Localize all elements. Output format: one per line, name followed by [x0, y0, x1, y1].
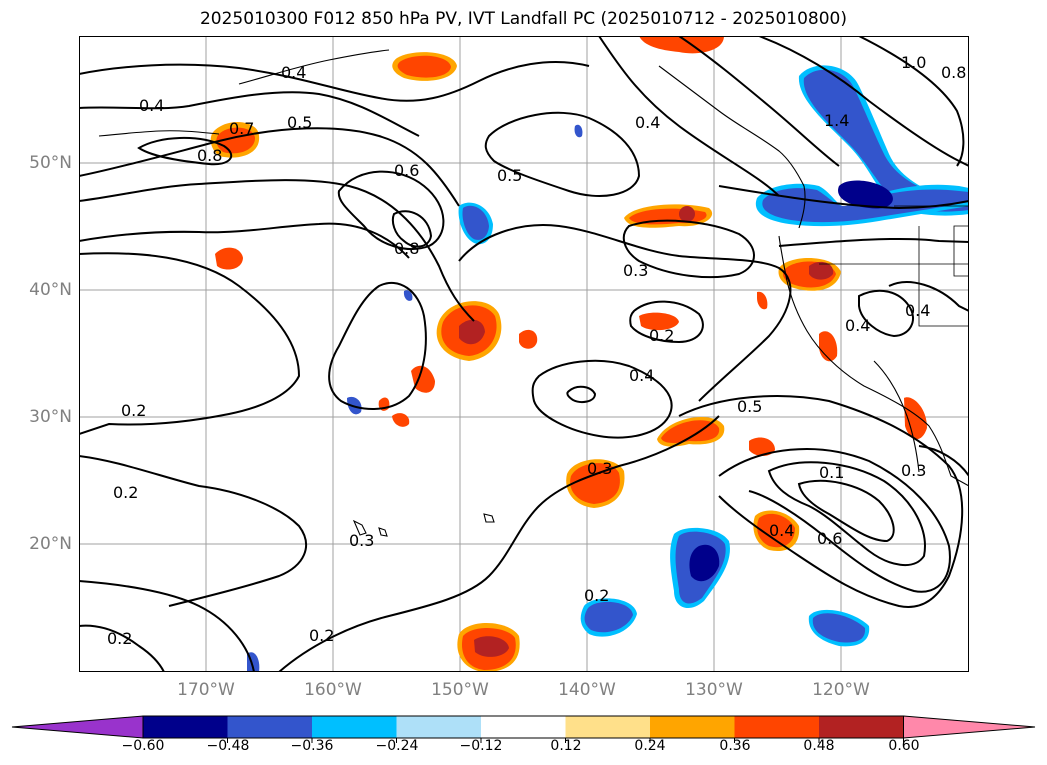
lon-label: 160°W [304, 680, 362, 700]
anomaly-blob [749, 437, 775, 456]
contour-label: 0.6 [817, 529, 842, 548]
contour-label: 1.4 [824, 111, 849, 130]
colorbar-tick-label: 0.48 [803, 738, 835, 754]
pv-contours [79, 36, 969, 672]
contour-label: 0.7 [229, 119, 254, 138]
colorbar-segments [11, 715, 1036, 743]
contour-label: 0.3 [587, 459, 612, 478]
colorbar-extend-low [11, 715, 144, 739]
contour-label: 0.8 [394, 239, 419, 258]
contour-label: 0.5 [497, 166, 522, 185]
lon-label: 120°W [812, 680, 870, 700]
contour-label: 0.3 [623, 261, 648, 280]
lon-label: 130°W [685, 680, 743, 700]
lat-label: 30°N [29, 407, 72, 427]
colorbar-segment [312, 716, 397, 738]
anomaly-blob [639, 36, 724, 54]
anomaly-blob [436, 301, 502, 361]
colorbar-tick-label: −0.48 [206, 738, 250, 754]
colorbar-segment [481, 716, 566, 738]
map-svg: 0.4 0.4 0.5 0.8 0.7 0.6 0.8 0.5 0.4 0.3 … [79, 36, 969, 672]
anomaly-blob [392, 413, 410, 427]
anomaly-blob [757, 291, 768, 310]
anomaly-blob [566, 459, 625, 508]
anomaly-blob [458, 202, 493, 245]
anomaly-blob [798, 65, 969, 216]
contour-label: 0.1 [819, 463, 844, 482]
contour-label: 0.2 [649, 326, 674, 345]
contour-label: 0.3 [901, 461, 926, 480]
contour-label: 0.2 [584, 586, 609, 605]
contour-label: 0.4 [769, 521, 794, 540]
anomaly-blob [519, 329, 538, 349]
contour-label: 0.4 [635, 113, 660, 132]
anomaly-blob [639, 312, 679, 331]
lon-label: 150°W [431, 680, 489, 700]
coastlines [98, 49, 969, 537]
contour-label: 0.8 [197, 146, 222, 165]
lon-label: 170°W [177, 680, 235, 700]
contour-label: 0.2 [121, 401, 146, 420]
contour-label: 0.8 [941, 63, 966, 82]
colorbar-tick-label: −0.60 [121, 738, 165, 754]
anomaly-blob [670, 527, 730, 609]
anomaly-blob [819, 331, 838, 362]
negative-pv-anomalies [247, 65, 969, 672]
anomaly-blob [411, 365, 435, 393]
map-panel[interactable]: 0.4 0.4 0.5 0.8 0.7 0.6 0.8 0.5 0.4 0.3 … [79, 36, 969, 672]
colorbar [11, 715, 1036, 743]
colorbar-segment [227, 716, 313, 738]
colorbar-tick-label: −0.12 [459, 738, 503, 754]
lat-label: 50°N [29, 153, 72, 173]
contour-label: 0.2 [113, 483, 138, 502]
map-border [79, 36, 969, 672]
colorbar-tick-label: 0.12 [550, 738, 582, 754]
contour-label: 1.0 [901, 53, 926, 72]
colorbar-segment [396, 716, 482, 738]
contour-label: 0.4 [629, 366, 654, 385]
colorbar-outline [142, 715, 904, 739]
lon-label: 140°W [558, 680, 616, 700]
colorbar-segment [565, 716, 651, 738]
contour-label: 0.3 [349, 531, 374, 550]
contour-label: 0.4 [139, 96, 164, 115]
anomaly-blob [580, 598, 637, 637]
colorbar-segment [734, 716, 820, 738]
contour-label: 0.5 [737, 397, 762, 416]
contour-label: 0.4 [845, 316, 870, 335]
colorbar-tick-label: 0.60 [888, 738, 920, 754]
contour-label-group: 0.4 0.4 0.5 0.8 0.7 0.6 0.8 0.5 0.4 0.3 … [107, 53, 966, 648]
anomaly-blob [657, 417, 725, 447]
anomaly-blob [755, 180, 969, 227]
contour-label: 0.4 [281, 63, 306, 82]
anomaly-blob [215, 247, 243, 270]
anomaly-blob [403, 290, 413, 301]
colorbar-segment [819, 716, 904, 738]
anomaly-blob [778, 257, 841, 291]
contour-label: 0.2 [107, 629, 132, 648]
lat-label: 20°N [29, 534, 72, 554]
map-title: 2025010300 F012 850 hPa PV, IVT Landfall… [199, 9, 847, 29]
contour-label: 0.2 [309, 626, 334, 645]
colorbar-extend-high [903, 715, 1036, 739]
anomaly-blob [904, 397, 927, 440]
anomaly-blob [753, 510, 800, 551]
colorbar-tick-label: 0.24 [634, 738, 666, 754]
positive-pv-anomalies [210, 36, 927, 672]
colorbar-segment [143, 716, 228, 738]
contour-label: 0.4 [905, 301, 930, 320]
colorbar-segment [650, 716, 735, 738]
anomaly-blob [392, 52, 457, 81]
colorbar-tick-label: 0.36 [719, 738, 751, 754]
graticule [79, 36, 969, 672]
contour-label: 0.6 [394, 161, 419, 180]
anomaly-blob [457, 622, 520, 672]
anomaly-blob [574, 124, 583, 138]
colorbar-tick-label: −0.24 [375, 738, 419, 754]
colorbar-tick-label: −0.36 [290, 738, 334, 754]
lat-label: 40°N [29, 280, 72, 300]
contour-label: 0.5 [287, 113, 312, 132]
anomaly-blob [808, 609, 870, 647]
